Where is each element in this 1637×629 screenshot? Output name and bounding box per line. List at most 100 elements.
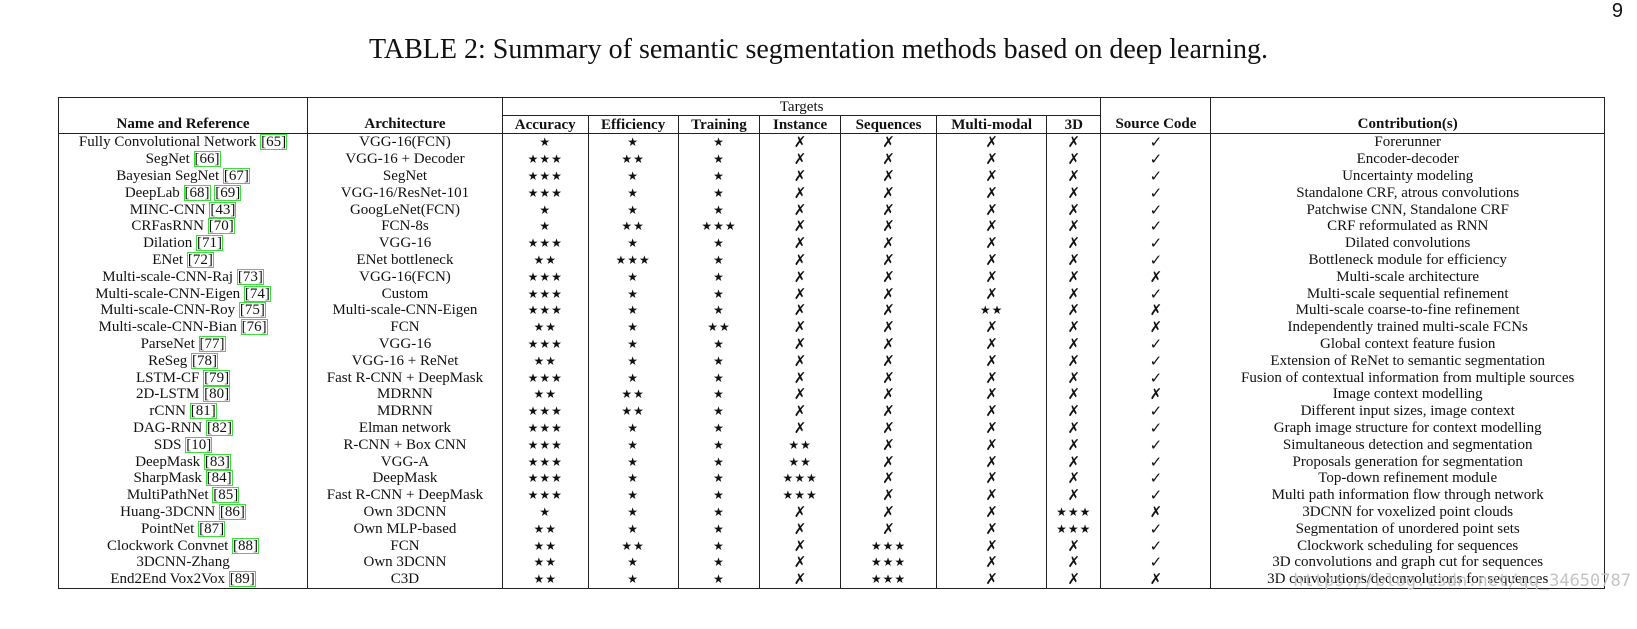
table-row: Multi-scale-CNN-Bian [76] FCN ★★ ★ ★★ ✗ ✗ ✗ ✗ ✗ In… [57, 318, 1605, 336]
citation-number: 78 [197, 352, 213, 369]
sequences-cell: ✗ [840, 301, 938, 319]
citation-link[interactable]: [10] [185, 436, 213, 453]
multimodal-cell: ✗ [936, 234, 1048, 252]
citation-link[interactable]: [43] [209, 201, 237, 218]
contribution-cell: Clockwork scheduling for sequences [1210, 537, 1605, 554]
citation-link[interactable]: [78] [191, 352, 219, 369]
accuracy-cell: ★★★ [502, 436, 589, 454]
multimodal-cell: ✗ [936, 402, 1048, 420]
accuracy-cell: ★ [502, 133, 589, 151]
architecture-cell: Multi-scale-CNN-Eigen [307, 301, 503, 319]
training-cell: ★ [678, 419, 761, 437]
3d-cell: ★★★ [1046, 520, 1102, 538]
citation-link[interactable]: [72] [186, 251, 214, 268]
citation-link[interactable]: [66] [193, 151, 221, 168]
architecture-cell: VGG-16 + ReNet [307, 352, 503, 370]
instance-cell: ✗ [759, 402, 841, 420]
accuracy-cell: ★★★ [502, 486, 589, 504]
name-reference-cell: DeepLab [68] [69] [57, 184, 309, 202]
citation-link[interactable]: [69] [214, 184, 242, 201]
column-header-3d: 3D [1046, 115, 1102, 134]
citation-number: 86 [224, 503, 240, 520]
method-name: rCNN [149, 403, 187, 420]
citation-link[interactable]: [88] [232, 537, 260, 554]
citation-link[interactable]: [79] [203, 369, 231, 386]
citation-link[interactable]: [77] [198, 335, 226, 352]
accuracy-cell: ★★★ [502, 419, 589, 437]
efficiency-cell: ★ [588, 453, 679, 470]
citation-link[interactable]: [80] [203, 386, 231, 403]
training-cell: ★ [678, 201, 761, 218]
citation-number: 74 [249, 285, 265, 302]
citation-number: 70 [213, 218, 229, 235]
table-row: Multi-scale-CNN-Roy [75] Multi-scale-CNN-… [57, 301, 1605, 319]
citation-link[interactable]: [75] [238, 302, 266, 319]
contribution-cell: Fusion of contextual information from mu… [1210, 369, 1605, 386]
citation-link[interactable]: [68] [183, 184, 211, 201]
citation-number: 82 [212, 419, 228, 436]
citation-link[interactable]: [86] [218, 503, 246, 520]
contribution-cell: Top-down refinement module [1210, 469, 1605, 487]
citation-link[interactable]: [76] [240, 319, 268, 336]
citation-link[interactable]: [73] [236, 268, 264, 285]
citation-link[interactable]: [84] [205, 470, 233, 487]
column-header-training: Training [678, 115, 761, 134]
3d-cell: ✗ [1046, 486, 1102, 504]
citation-link[interactable]: [83] [203, 453, 231, 470]
method-name: SDS [153, 436, 182, 453]
table-caption: TABLE 2: Summary of semantic segmentatio… [369, 34, 1268, 65]
3d-cell: ✗ [1046, 419, 1102, 437]
instance-cell: ✗ [759, 234, 841, 252]
name-reference-cell: Dilation [71] [57, 234, 309, 252]
citation-link[interactable]: [82] [206, 419, 234, 436]
source-code-cell: ✓ [1100, 167, 1212, 185]
architecture-cell: R-CNN + Box CNN [307, 436, 503, 454]
efficiency-cell: ★ [588, 369, 679, 386]
method-name: End2End Vox2Vox [110, 571, 225, 588]
accuracy-cell: ★★ [502, 553, 589, 571]
citation-link[interactable]: [74] [243, 285, 271, 302]
sequences-cell: ✗ [840, 352, 938, 370]
architecture-cell: MDRNN [307, 385, 503, 403]
architecture-cell: VGG-A [307, 453, 503, 470]
multimodal-cell: ✗ [936, 268, 1048, 286]
efficiency-cell: ★ [588, 486, 679, 504]
multimodal-cell: ✗ [936, 553, 1048, 571]
training-cell: ★ [678, 268, 761, 286]
citation-link[interactable]: [81] [189, 403, 217, 420]
source-code-cell: ✓ [1100, 520, 1212, 538]
table-row: rCNN [81] MDRNN ★★★ ★★ ★ ✗ ✗ ✗ ✗ ✓ Different input… [57, 402, 1605, 420]
source-code-cell: ✓ [1100, 419, 1212, 437]
column-header-source-code: Source Code [1100, 115, 1212, 134]
citation-number: 87 [204, 520, 220, 537]
method-name: PointNet [141, 520, 195, 537]
contribution-cell: Forerunner [1210, 133, 1605, 151]
3d-cell: ✗ [1046, 469, 1102, 487]
method-name: DeepLab [124, 184, 180, 201]
training-cell: ★ [678, 167, 761, 185]
citation-link[interactable]: [70] [207, 218, 235, 235]
citation-number: 88 [238, 537, 254, 554]
source-code-cell: ✗ [1100, 301, 1212, 319]
citation-link[interactable]: [65] [260, 134, 288, 151]
citation-number: 85 [218, 487, 234, 504]
accuracy-cell: ★★★ [502, 234, 589, 252]
citation-link[interactable]: [89] [228, 571, 256, 588]
training-cell: ★ [678, 469, 761, 487]
accuracy-cell: ★★ [502, 537, 589, 554]
method-name: ReSeg [148, 352, 188, 369]
accuracy-cell: ★ [502, 201, 589, 218]
architecture-cell: Own MLP-based [307, 520, 503, 538]
instance-cell: ★★ [759, 436, 841, 454]
citation-link[interactable]: [71] [196, 235, 224, 252]
efficiency-cell: ★ [588, 469, 679, 487]
citation-link[interactable]: [85] [212, 487, 240, 504]
citation-link[interactable]: [87] [198, 520, 226, 537]
sequences-cell: ✗ [840, 486, 938, 504]
instance-cell: ✗ [759, 133, 841, 151]
table-row: Dilation [71] VGG-16 ★★★ ★ ★ ✗ ✗ ✗ ✗ ✓ Dilated con… [57, 234, 1605, 252]
column-header-multimodal: Multi-modal [936, 115, 1048, 134]
accuracy-cell: ★★ [502, 251, 589, 269]
name-reference-cell: Clockwork Convnet [88] [57, 537, 309, 554]
citation-link[interactable]: [67] [222, 167, 250, 184]
